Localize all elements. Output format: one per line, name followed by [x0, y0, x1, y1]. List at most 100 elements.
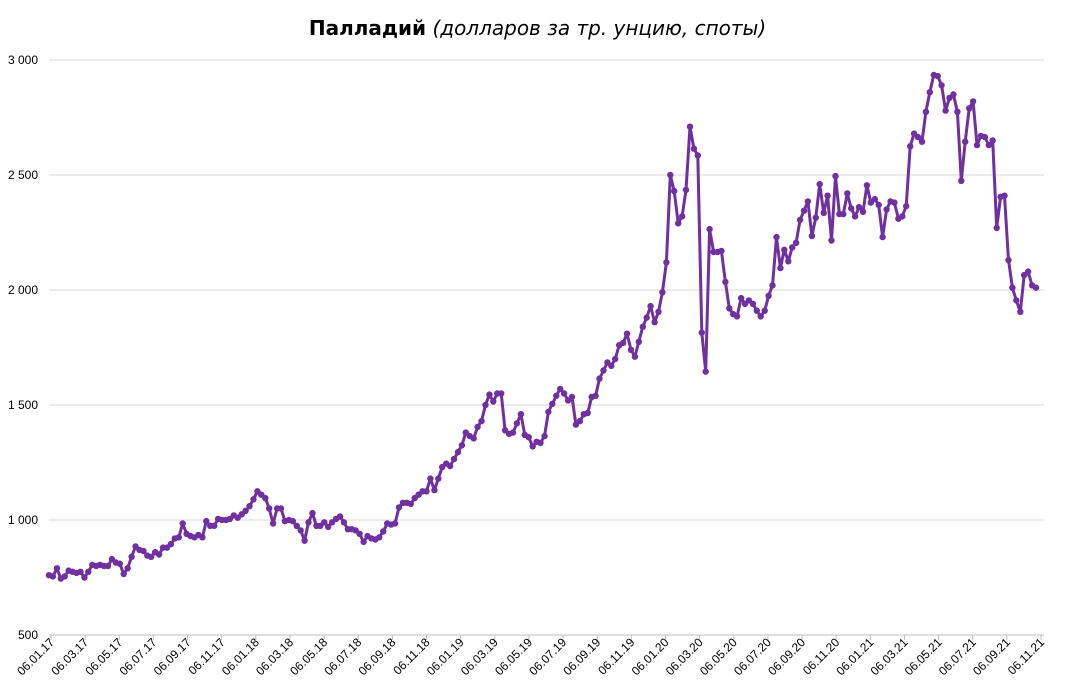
data-point [682, 186, 690, 194]
data-point [647, 302, 654, 310]
data-point [635, 338, 642, 345]
data-point [104, 562, 112, 570]
data-point [513, 420, 521, 427]
data-point [820, 209, 827, 217]
x-tick-label: 06.09.21 [970, 635, 1013, 678]
data-point [376, 534, 383, 541]
data-point [486, 391, 493, 398]
data-point [525, 434, 532, 441]
data-point [989, 137, 996, 144]
data-point [651, 319, 658, 326]
data-point [678, 213, 686, 220]
data-point [203, 517, 210, 525]
data-point [769, 282, 776, 289]
data-point [560, 390, 568, 397]
x-tick-label: 06.09.20 [765, 635, 808, 678]
data-point [816, 181, 823, 188]
data-point [380, 528, 387, 535]
data-point [458, 442, 466, 449]
data-point [808, 232, 816, 240]
data-point [596, 375, 603, 382]
data-point [851, 213, 859, 220]
data-point [828, 237, 835, 244]
data-point [918, 138, 926, 145]
data-point [623, 330, 631, 337]
data-point [800, 207, 808, 214]
data-point [356, 530, 363, 537]
data-point [478, 417, 485, 425]
data-point [431, 486, 438, 494]
data-point [340, 519, 348, 526]
data-point [891, 199, 898, 206]
data-point [509, 429, 517, 436]
data-point [879, 233, 886, 241]
y-tick-label: 2 500 [8, 168, 38, 182]
data-point [199, 534, 206, 541]
data-point [722, 278, 729, 286]
data-point [549, 400, 556, 408]
data-point [773, 233, 780, 241]
data-point [859, 208, 867, 215]
data-point [812, 214, 819, 221]
data-point [592, 392, 599, 399]
data-point [262, 494, 269, 502]
data-point [545, 408, 552, 416]
data-point [124, 565, 131, 572]
y-tick-label: 2 000 [8, 283, 38, 297]
data-point [116, 560, 124, 567]
data-point [926, 89, 933, 96]
data-point [973, 141, 981, 149]
data-point [1009, 284, 1016, 291]
data-point [529, 443, 536, 450]
data-point [659, 289, 666, 296]
data-point [167, 540, 175, 548]
data-point [686, 123, 694, 130]
data-point [297, 527, 304, 534]
data-point [128, 553, 135, 560]
data-point [175, 534, 182, 541]
data-point [148, 553, 155, 560]
data-point [954, 108, 961, 116]
data-point [553, 392, 560, 399]
data-point [761, 307, 768, 314]
data-point [250, 496, 257, 503]
data-point [907, 143, 914, 150]
data-point [568, 393, 576, 401]
data-point [49, 573, 57, 580]
data-point [969, 98, 977, 105]
data-point [950, 91, 957, 98]
data-point [600, 367, 607, 374]
data-point [753, 307, 760, 314]
data-point [619, 339, 627, 347]
data-point [832, 172, 839, 180]
data-point [694, 152, 701, 159]
data-point [211, 522, 218, 529]
y-tick-label: 1 000 [8, 513, 38, 527]
data-point [537, 439, 544, 447]
data-point [612, 355, 619, 363]
series-line [48, 73, 1037, 581]
data-point [655, 308, 662, 315]
data-point [336, 513, 344, 520]
data-point [490, 398, 497, 405]
data-point [726, 305, 733, 312]
data-point [733, 313, 741, 320]
data-point [667, 171, 674, 179]
data-point [1024, 268, 1032, 275]
data-point [840, 210, 847, 218]
x-tick-label: 06.09.18 [356, 635, 399, 678]
data-point [942, 107, 949, 114]
data-point [277, 505, 285, 512]
data-point [454, 448, 462, 456]
data-point [777, 264, 784, 272]
data-point [871, 195, 878, 203]
data-point [305, 519, 312, 526]
data-point [789, 244, 796, 251]
data-point [309, 509, 316, 517]
data-point [1032, 284, 1040, 291]
data-point [643, 314, 650, 321]
data-point [639, 323, 646, 330]
data-point [1005, 256, 1012, 264]
data-point [498, 390, 505, 397]
data-point [395, 504, 403, 511]
